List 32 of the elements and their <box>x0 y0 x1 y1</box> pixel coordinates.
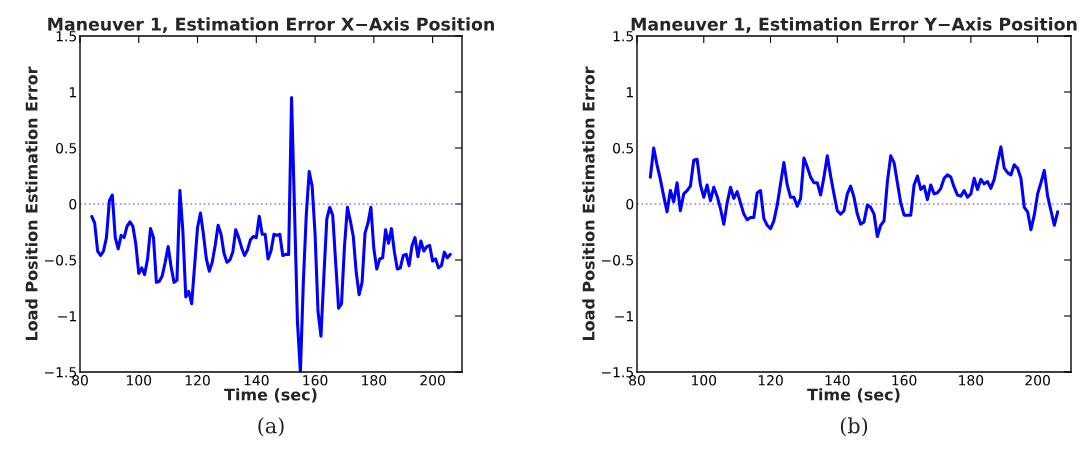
y-tick-label: −1 <box>615 311 633 322</box>
y-tick-label: 0 <box>69 198 77 210</box>
y-tick-label: −0.5 <box>44 254 77 266</box>
y-tick-label: −0.5 <box>601 254 634 266</box>
text: (a) <box>258 417 284 437</box>
x-axis-title: Time (sec) <box>807 388 900 403</box>
x-tick-label: 180 <box>362 375 387 386</box>
y-axis-title: Load Position Estimation Error <box>582 66 595 341</box>
x-axis-title: Time (sec) <box>224 388 317 403</box>
y-tick-label: 1 <box>69 87 76 98</box>
y-axis-title: Load Position Estimation Error <box>25 66 38 341</box>
y-tick-label: −1 <box>58 311 76 322</box>
x-tick-label: 120 <box>185 375 210 386</box>
y-tick-label: 1.5 <box>613 31 634 42</box>
x-tick-label: 200 <box>1025 375 1050 386</box>
x-tick-label: 180 <box>959 375 984 386</box>
y-tick-label: 1.5 <box>56 31 77 42</box>
x-tick-label: 140 <box>825 375 850 386</box>
x-tick-label: 120 <box>758 375 783 386</box>
y-tick-label: 1 <box>626 87 633 98</box>
y-tick-label: 0.5 <box>613 142 634 154</box>
x-tick-label: 200 <box>420 375 445 386</box>
y-tick-label: 0 <box>626 198 634 210</box>
x-tick-label: 160 <box>892 375 917 386</box>
line-series <box>90 96 452 372</box>
x-tick-label: 160 <box>303 375 328 386</box>
x-tick-label: 100 <box>692 375 717 386</box>
text: (b) <box>840 417 868 437</box>
line-series <box>648 145 1060 239</box>
x-tick-label: 100 <box>127 375 152 386</box>
x-tick-label: 140 <box>244 375 269 386</box>
y-tick-label: 0.5 <box>56 142 77 154</box>
